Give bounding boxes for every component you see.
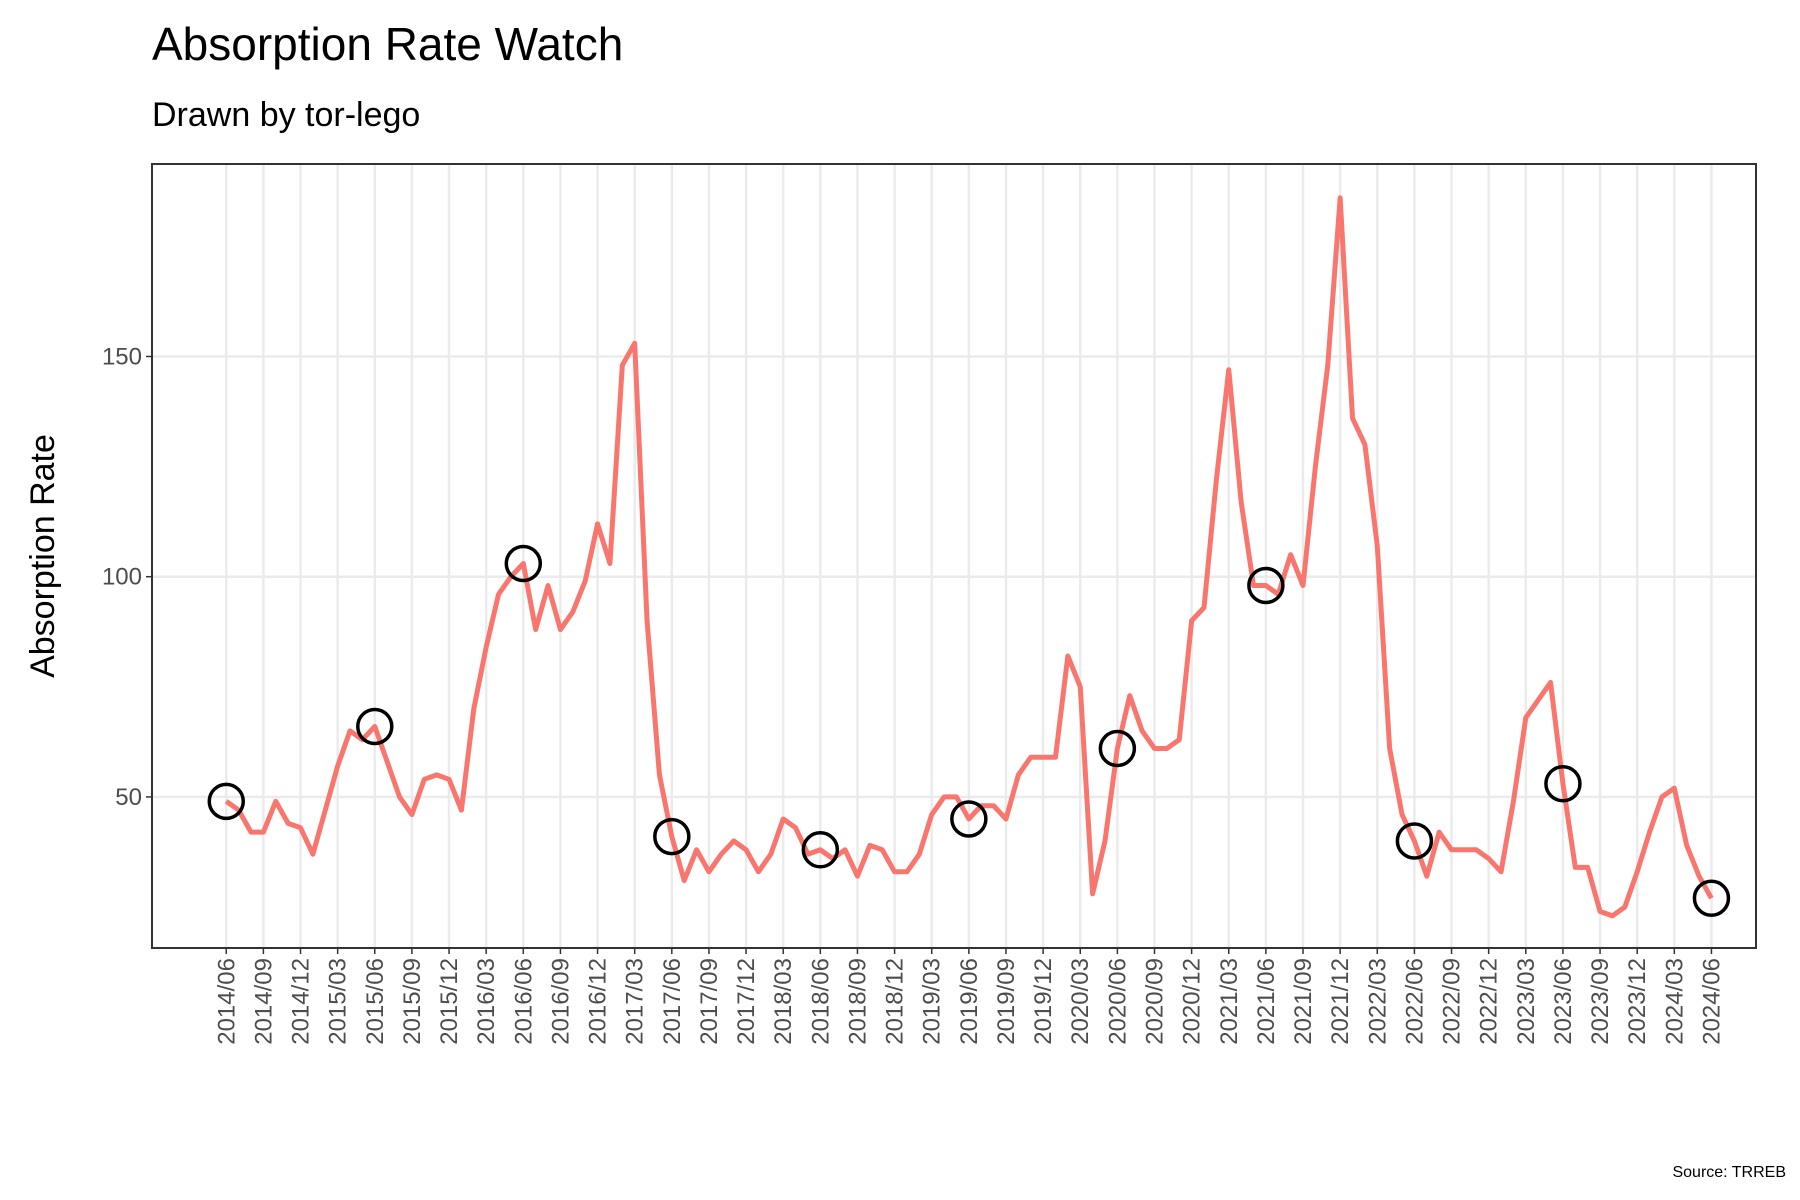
chart-title: Absorption Rate Watch [152,18,623,70]
chart-subtitle: Drawn by tor-lego [152,96,420,134]
x-tick-label: 2015/06 [362,958,389,1045]
x-tick-label: 2021/03 [1216,958,1243,1045]
x-tick-label: 2020/09 [1142,958,1169,1045]
x-tick-label: 2017/12 [733,958,760,1045]
x-tick-label: 2022/12 [1476,958,1503,1045]
x-tick-label: 2022/09 [1439,958,1466,1045]
x-tick-label: 2018/09 [844,958,871,1045]
x-tick-label: 2019/03 [919,958,946,1045]
x-tick-label: 2016/12 [585,958,612,1045]
highlight-marker [1247,566,1285,605]
x-tick-label: 2018/06 [807,958,834,1045]
x-tick-label: 2019/06 [956,958,983,1045]
x-tick-label: 2020/06 [1104,958,1131,1045]
panel-border [151,163,1757,949]
y-tick-label: 100 [102,564,142,591]
x-tick-label: 2015/12 [436,958,463,1045]
x-tick-label: 2016/09 [547,958,574,1045]
x-tick-label: 2023/06 [1550,958,1577,1045]
data-line [224,195,1714,919]
highlight-marker [801,831,840,869]
x-tick-label: 2015/03 [325,958,352,1045]
x-tick-label: 2017/09 [696,958,723,1045]
highlight-marker [653,817,691,856]
highlight-marker [1544,764,1582,803]
highlight-marker [504,544,543,583]
x-tick-label: 2019/12 [1030,958,1057,1045]
x-tick-label: 2023/03 [1513,958,1540,1045]
x-tick-label: 2021/09 [1290,958,1317,1045]
highlight-marker [1098,729,1137,768]
x-tick-label: 2014/06 [213,958,240,1045]
x-tick-label: 2019/09 [993,958,1020,1045]
x-tick-label: 2018/12 [882,958,909,1045]
x-tick-label: 2017/03 [622,958,649,1045]
highlight-marker [207,782,246,821]
x-tick-label: 2015/09 [399,958,426,1045]
x-tick-label: 2022/03 [1364,958,1391,1045]
x-tick-label: 2018/03 [770,958,797,1045]
x-tick-label: 2024/03 [1661,958,1688,1045]
x-tick-label: 2016/06 [510,958,537,1045]
highlight-marker [950,800,988,838]
x-tick-label: 2023/09 [1587,958,1614,1045]
x-tick-label: 2014/12 [288,958,315,1045]
highlight-marker [1395,822,1434,860]
x-tick-label: 2022/06 [1401,958,1428,1045]
x-tick-label: 2016/03 [473,958,500,1045]
x-tick-label: 2014/09 [250,958,277,1045]
y-axis-label: Absorption Rate [24,434,62,678]
x-tick-label: 2021/12 [1327,958,1354,1045]
highlight-marker [1692,879,1731,917]
y-tick-label: 150 [102,343,142,370]
x-tick-label: 2020/12 [1179,958,1206,1045]
x-tick-label: 2021/06 [1253,958,1280,1045]
x-tick-label: 2024/06 [1698,958,1725,1045]
x-tick-label: 2017/06 [659,958,686,1045]
highlight-marker [356,707,394,746]
x-tick-label: 2023/12 [1624,958,1651,1045]
caption: Source: TRREB [1672,1164,1786,1181]
y-tick-label: 50 [115,784,142,811]
x-tick-label: 2020/03 [1067,958,1094,1045]
